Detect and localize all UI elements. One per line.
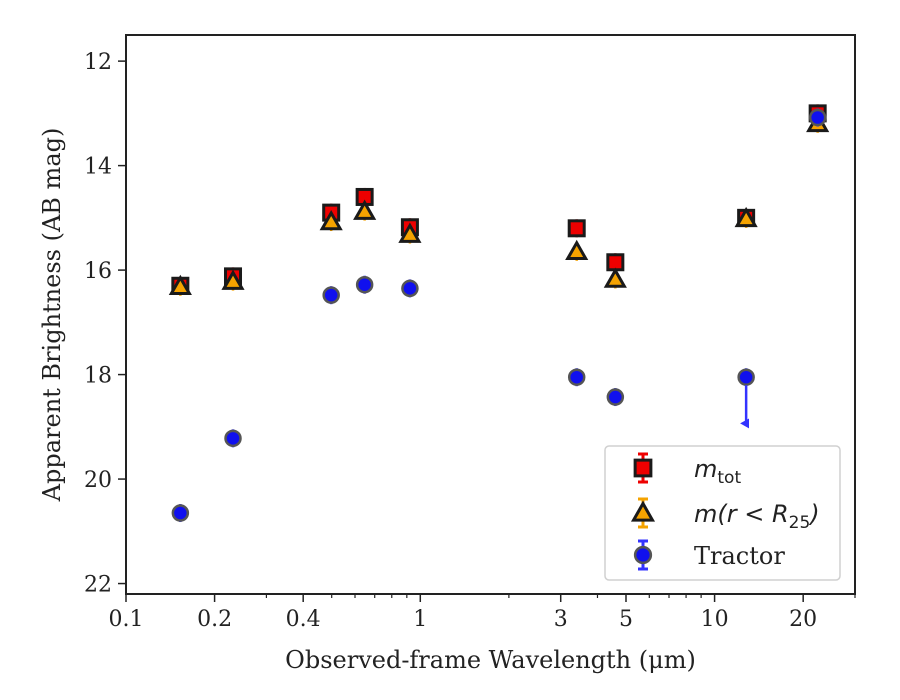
data-point	[168, 274, 192, 296]
x-tick-label: 0.2	[197, 607, 232, 632]
series-circle	[171, 108, 827, 523]
y-tick-label: 20	[84, 468, 112, 493]
data-point	[355, 275, 374, 294]
legend-marker	[633, 458, 653, 478]
data-point	[171, 504, 190, 522]
legend-marker	[630, 500, 656, 522]
y-tick-label: 14	[84, 155, 112, 180]
y-axis: 12 14 16 18 20 22	[84, 50, 126, 598]
data-point	[567, 368, 586, 386]
legend: mtot m(r < R25) Tractor	[604, 445, 841, 581]
data-point	[353, 199, 377, 220]
legend-item: Tractor	[633, 539, 785, 571]
data-point	[567, 219, 586, 238]
data-point	[737, 368, 755, 386]
x-tick-label: 0.1	[109, 607, 144, 632]
series-triangle	[168, 111, 830, 296]
data-point	[565, 239, 589, 261]
plot-frame	[125, 34, 856, 595]
x-tick-label: 3	[554, 607, 568, 632]
data-point	[734, 206, 758, 228]
data-point	[398, 222, 422, 243]
y-tick-label: 16	[84, 259, 112, 284]
y-tick-label: 22	[84, 573, 112, 598]
data-point	[401, 279, 419, 298]
data-point	[603, 267, 627, 288]
y-axis-label: Apparent Brightness (AB mag)	[38, 128, 66, 503]
x-tick-label: 5	[619, 607, 633, 632]
plot-marks	[168, 104, 830, 523]
x-axis-label: Observed-frame Wavelength (μm)	[285, 646, 696, 674]
y-tick-label: 12	[84, 50, 112, 75]
legend-item: m(r < R25)	[630, 497, 820, 533]
data-point	[322, 286, 340, 304]
x-tick-label: 1	[413, 607, 427, 632]
data-point	[319, 210, 343, 231]
legend-label: m(r < R25)	[694, 500, 820, 533]
x-tick-label: 20	[789, 607, 817, 632]
series-square	[171, 104, 827, 295]
data-point	[808, 108, 827, 127]
y-tick-label: 18	[84, 364, 112, 389]
data-point	[224, 429, 242, 448]
data-point	[221, 269, 245, 290]
x-axis: 0.1 0.2 0.4 1 3 5 10 20	[109, 594, 856, 632]
legend-label: Tractor	[694, 542, 785, 570]
legend-marker	[633, 545, 653, 565]
x-tick-label: 0.4	[286, 607, 321, 632]
legend-label: mtot	[694, 455, 741, 488]
legend-box	[604, 445, 841, 581]
x-tick-label: 10	[701, 607, 729, 632]
data-point	[606, 388, 625, 406]
legend-item: mtot	[633, 452, 741, 488]
